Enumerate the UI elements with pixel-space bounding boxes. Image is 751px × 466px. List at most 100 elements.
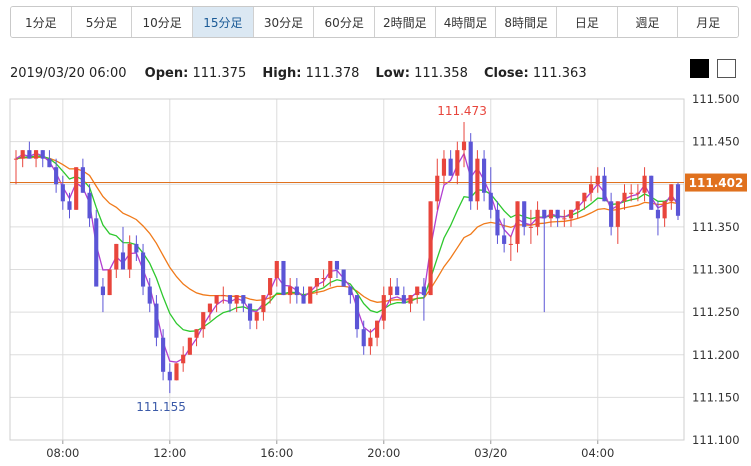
x-tick-label: 20:00 bbox=[367, 446, 400, 460]
candle-body bbox=[528, 226, 533, 228]
candle-body bbox=[401, 295, 406, 304]
candle-body bbox=[294, 286, 299, 296]
candle-body bbox=[368, 337, 373, 347]
candle-body bbox=[675, 184, 681, 216]
candle-body bbox=[247, 303, 253, 321]
timeframe-tab[interactable]: 2時間足 bbox=[375, 7, 436, 37]
x-tick-label: 04:00 bbox=[581, 446, 614, 460]
x-tick-label: 16:00 bbox=[260, 446, 293, 460]
candle-body bbox=[13, 158, 19, 160]
timeframe-tab[interactable]: 10分足 bbox=[132, 7, 194, 37]
candle-body bbox=[341, 269, 346, 287]
close-value: 111.363 bbox=[532, 66, 587, 81]
candle-body bbox=[468, 141, 473, 202]
high-value: 111.378 bbox=[305, 66, 360, 81]
timeframe-tab[interactable]: 4時間足 bbox=[435, 7, 497, 37]
candle-body bbox=[127, 243, 132, 270]
candle-body bbox=[548, 209, 554, 219]
candle-body bbox=[435, 175, 440, 202]
low-label: Low: bbox=[375, 66, 410, 81]
candle-body bbox=[74, 167, 79, 210]
candle-body bbox=[147, 286, 152, 304]
candle-body bbox=[27, 150, 32, 159]
candle-body bbox=[595, 175, 600, 185]
open-label: Open: bbox=[144, 66, 189, 81]
low-annotation-label: 111.155 bbox=[136, 400, 186, 414]
candle-body bbox=[582, 192, 587, 202]
open-value: 111.375 bbox=[192, 66, 247, 81]
timeframe-tab[interactable]: 60分足 bbox=[314, 7, 376, 37]
candle-body bbox=[575, 201, 580, 210]
candle-body bbox=[542, 209, 547, 219]
ohlc-readout: 2019/03/20 06:00 Open: 111.375 High: 111… bbox=[10, 66, 587, 81]
timeframe-tab[interactable]: 日足 bbox=[557, 7, 618, 37]
candle-body bbox=[348, 286, 353, 296]
timeframe-tab[interactable]: 週足 bbox=[617, 7, 679, 37]
current-price-badge bbox=[685, 173, 747, 192]
ma-long-line bbox=[15, 156, 679, 303]
candle-body bbox=[408, 295, 413, 304]
candle-body bbox=[328, 260, 333, 279]
candle-body bbox=[194, 329, 199, 338]
candle-body bbox=[221, 295, 226, 297]
candle-body bbox=[602, 175, 607, 202]
current-price-label: 111.402 bbox=[689, 176, 744, 190]
candle-body bbox=[214, 295, 219, 304]
candle-body bbox=[662, 201, 667, 219]
timeframe-tab[interactable]: 月足 bbox=[678, 7, 738, 37]
candle-body bbox=[615, 201, 620, 227]
candle-body bbox=[314, 278, 319, 287]
y-tick-label: 111.350 bbox=[692, 220, 740, 234]
candle-body bbox=[655, 209, 661, 219]
candle-body bbox=[140, 252, 146, 287]
y-tick-label: 111.200 bbox=[692, 348, 740, 362]
candle-body bbox=[461, 141, 467, 151]
candle-body bbox=[60, 184, 65, 202]
candle-body bbox=[669, 184, 674, 202]
y-tick-label: 111.250 bbox=[692, 305, 740, 319]
candle-body bbox=[107, 269, 112, 296]
candle-body bbox=[20, 150, 25, 159]
candle-body bbox=[114, 243, 119, 270]
candle-body bbox=[187, 337, 192, 355]
timeframe-tab[interactable]: 30分足 bbox=[253, 7, 315, 37]
candle-body bbox=[100, 286, 106, 296]
candle-body bbox=[241, 295, 246, 304]
candle-body bbox=[54, 167, 59, 185]
timeframe-tab[interactable]: 15分足 bbox=[193, 7, 254, 37]
candle-body bbox=[274, 260, 279, 279]
candle-body bbox=[47, 158, 52, 168]
candle-body bbox=[562, 218, 567, 220]
candle-body bbox=[174, 363, 179, 381]
candle-body bbox=[268, 278, 273, 296]
timeframe-tab[interactable]: 1分足 bbox=[11, 7, 72, 37]
close-label: Close: bbox=[484, 66, 529, 81]
candle-body bbox=[555, 209, 560, 219]
x-tick-label: 08:00 bbox=[46, 446, 79, 460]
candle-body bbox=[381, 295, 386, 321]
ma-short-line bbox=[15, 151, 679, 363]
candle-body bbox=[388, 286, 393, 296]
candle-body bbox=[40, 150, 45, 159]
candle-body bbox=[134, 243, 139, 253]
candle-body bbox=[167, 371, 172, 381]
candle-body bbox=[441, 158, 447, 176]
plot-border bbox=[9, 98, 685, 441]
candle-body bbox=[642, 175, 647, 193]
candle-body bbox=[535, 209, 540, 227]
candle-body bbox=[354, 295, 360, 330]
ohlc-datetime: 2019/03/20 06:00 bbox=[10, 66, 127, 81]
dark-theme-icon[interactable] bbox=[690, 59, 709, 78]
candle-body bbox=[120, 252, 126, 270]
timeframe-tab[interactable]: 5分足 bbox=[71, 7, 133, 37]
candle-body bbox=[502, 235, 507, 244]
candle-body bbox=[201, 312, 206, 330]
candle-body bbox=[508, 243, 513, 245]
timeframe-tab[interactable]: 8時間足 bbox=[496, 7, 558, 37]
light-theme-icon[interactable] bbox=[717, 59, 736, 78]
candle-body bbox=[87, 192, 92, 219]
candle-body bbox=[475, 158, 480, 202]
candle-body bbox=[488, 192, 493, 210]
high-label: High: bbox=[262, 66, 302, 81]
candle-body bbox=[288, 286, 293, 296]
